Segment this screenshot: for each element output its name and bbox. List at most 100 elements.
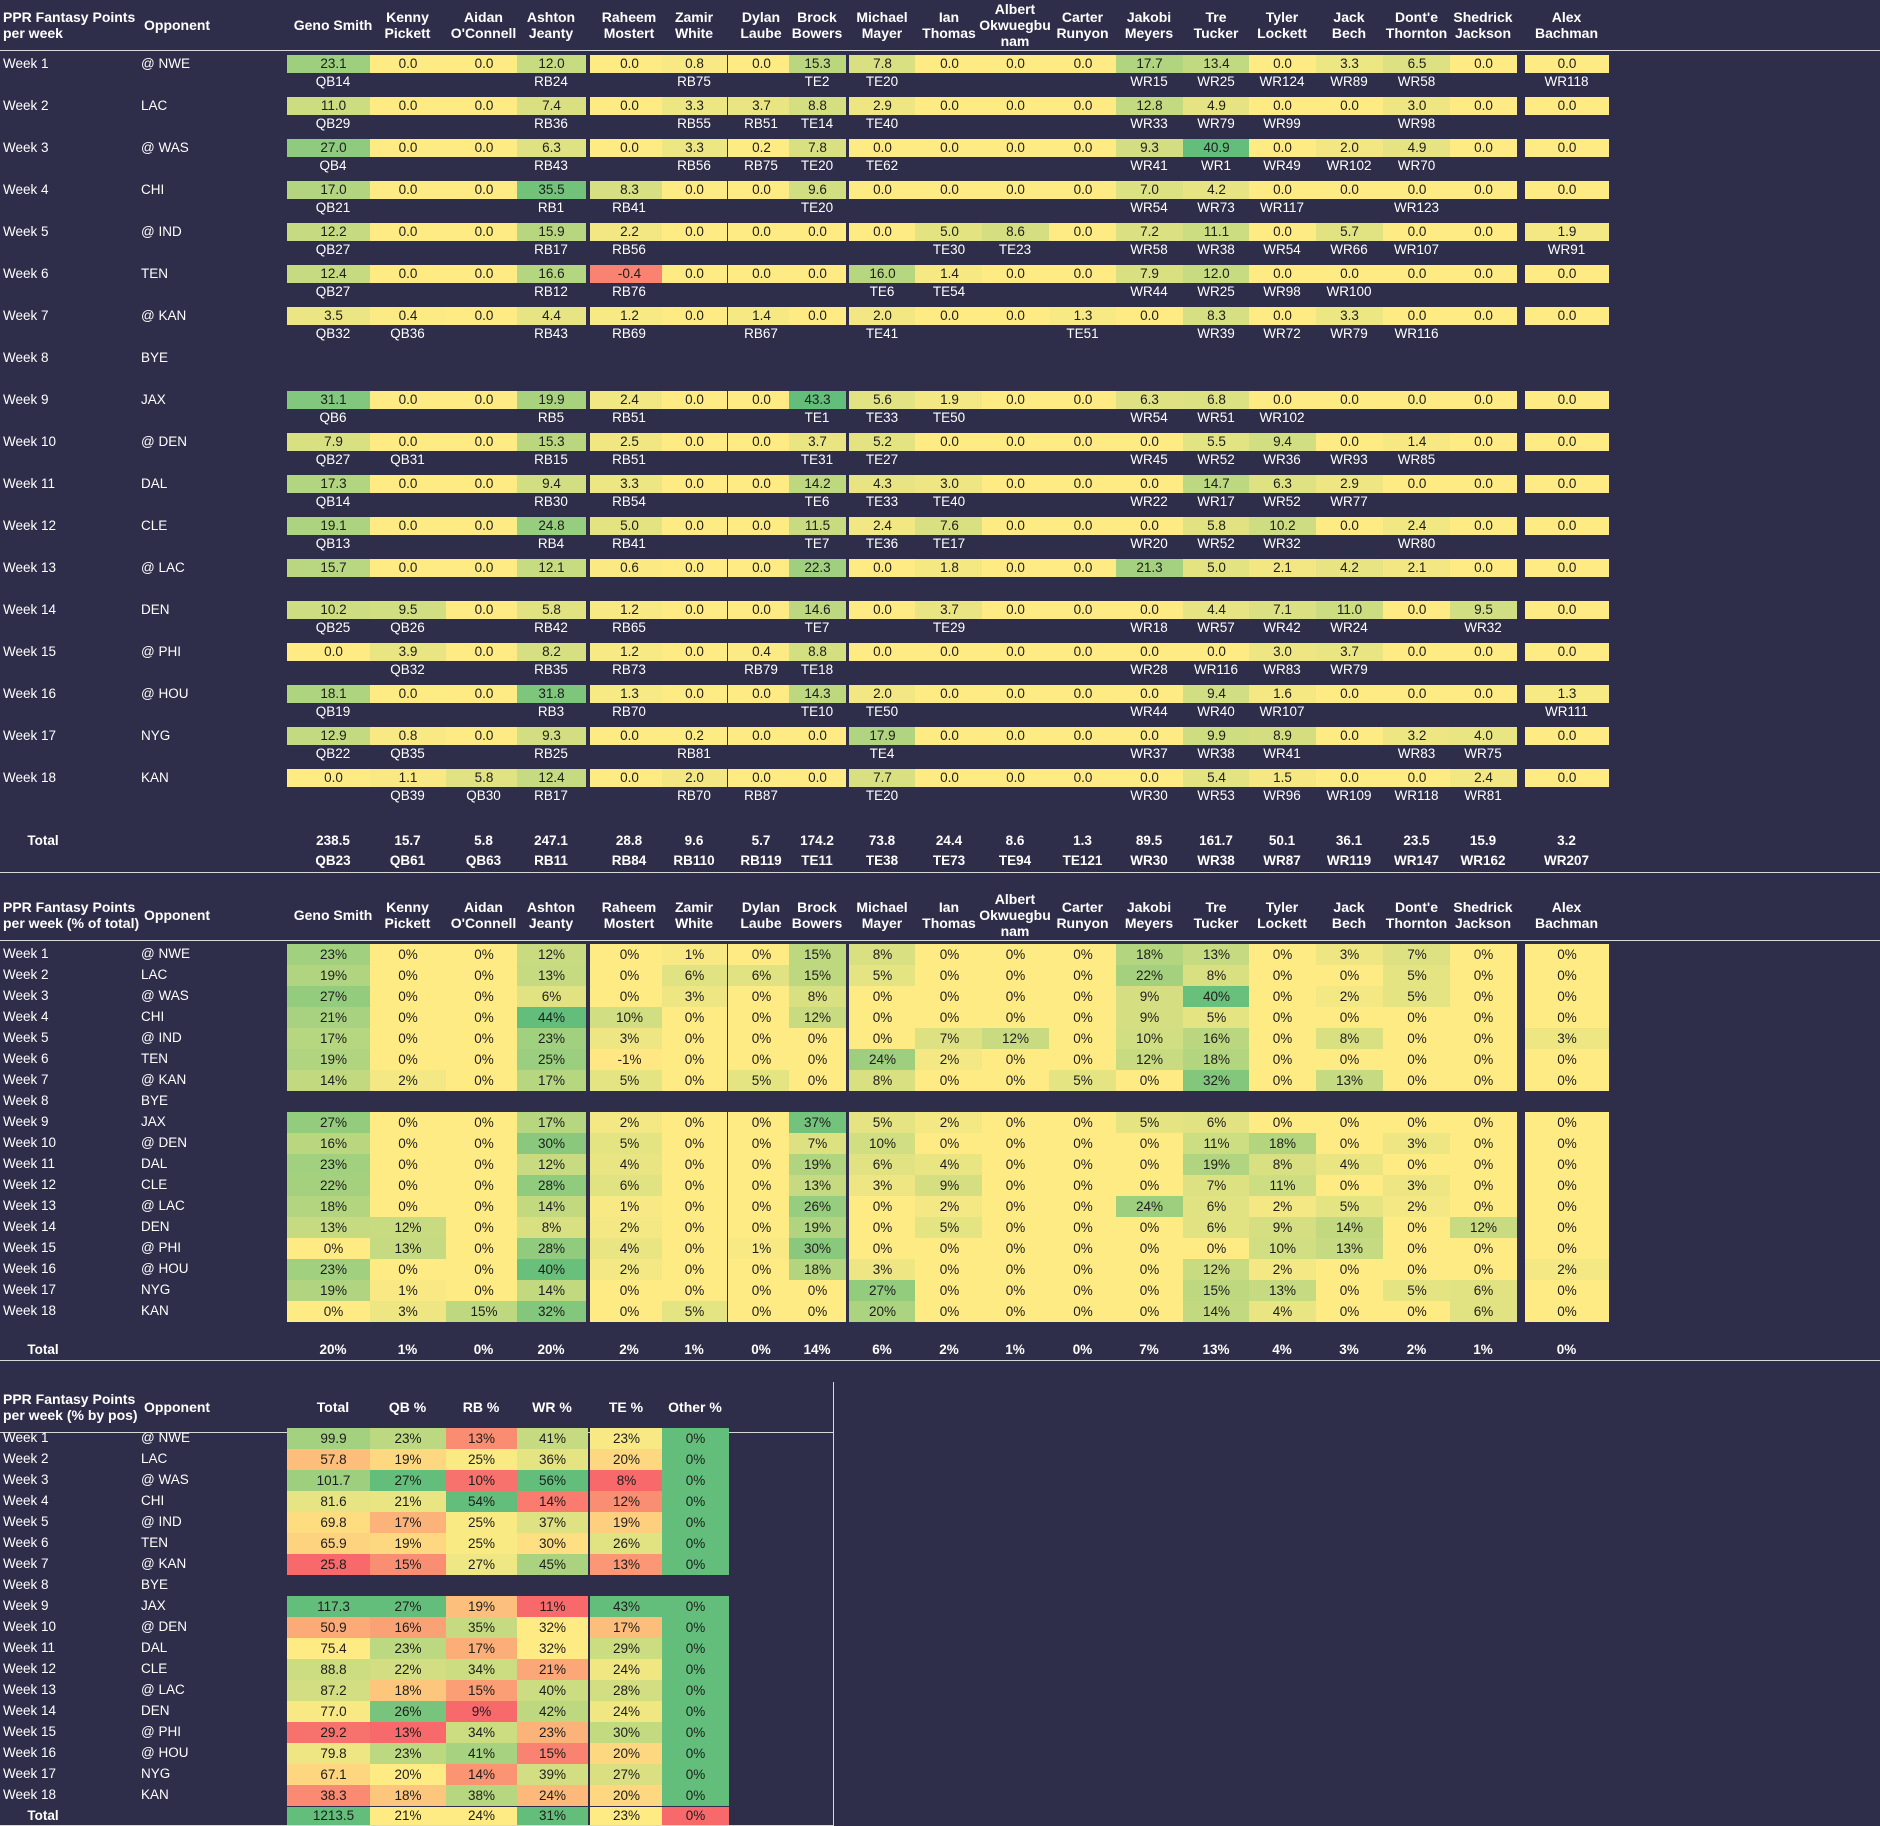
percent-cell: 13% xyxy=(370,1238,446,1259)
points-cell: 2.9 xyxy=(849,97,916,115)
percent-cell: 0% xyxy=(1116,1280,1183,1301)
percent-cell: 10% xyxy=(1116,1028,1183,1049)
points-cell: 8.8 xyxy=(789,97,846,115)
week-label: Week 1 xyxy=(3,1430,49,1445)
points-cell: 3.7 xyxy=(915,601,984,619)
percent-cell: 0% xyxy=(446,1133,522,1154)
percent-cell: 0% xyxy=(370,1175,446,1196)
percent-cell: 0% xyxy=(662,1028,727,1049)
points-cell: 7.4 xyxy=(517,97,586,115)
rank-label: WR53 xyxy=(1197,788,1235,803)
points-cell: 0.0 xyxy=(1049,643,1117,661)
points-cell: 3.7 xyxy=(789,433,846,451)
week-label: Week 17 xyxy=(3,728,57,743)
points-cell: 12.4 xyxy=(287,265,380,283)
percent-cell: 7% xyxy=(789,1133,846,1154)
percent-cell: 0% xyxy=(662,1175,727,1196)
opponent-label: @ NWE xyxy=(141,56,190,71)
points-cell: 0.0 xyxy=(446,517,522,535)
position-percent-cell: 29.2 xyxy=(287,1722,380,1743)
points-cell: 0.0 xyxy=(1525,601,1609,619)
percent-cell: 0% xyxy=(590,986,669,1007)
percent-cell: 6% xyxy=(849,1154,916,1175)
points-cell: 9.5 xyxy=(1450,601,1517,619)
points-cell: 15.3 xyxy=(789,55,846,73)
percent-cell: 0% xyxy=(728,1301,795,1322)
points-cell: 0.0 xyxy=(1116,601,1183,619)
total-cell: 1213.5 xyxy=(287,1807,380,1825)
points-cell: 0.0 xyxy=(1316,433,1383,451)
percent-cell: 0% xyxy=(287,1301,380,1322)
percent-cell: 24% xyxy=(849,1049,916,1070)
rank-label: WR80 xyxy=(1397,536,1436,551)
total-rank: TE11 xyxy=(801,853,833,868)
percent-cell: 24% xyxy=(1116,1196,1183,1217)
points-cell: 0.0 xyxy=(446,97,522,115)
rank-label: RB75 xyxy=(677,74,711,89)
points-cell: 0.0 xyxy=(370,517,446,535)
percent-cell: 0% xyxy=(982,944,1049,965)
position-percent-cell: 27% xyxy=(590,1764,663,1785)
percent-cell: 0% xyxy=(1316,1112,1383,1133)
position-percent-cell: 17% xyxy=(446,1638,517,1659)
percent-cell: 6% xyxy=(1183,1217,1250,1238)
percent-cell: 0% xyxy=(915,1259,984,1280)
points-cell: 2.4 xyxy=(849,517,916,535)
points-cell: 17.0 xyxy=(287,181,380,199)
percent-cell: 0% xyxy=(662,1112,727,1133)
rank-label: WR18 xyxy=(1130,620,1168,635)
points-cell: 5.0 xyxy=(1183,559,1250,577)
week-label: Week 4 xyxy=(3,1009,49,1024)
points-cell: 0.0 xyxy=(370,55,446,73)
points-cell: 11.1 xyxy=(1183,223,1250,241)
rank-label: QB31 xyxy=(390,452,425,467)
column-header: Tyler Lockett xyxy=(1257,899,1307,931)
rank-label: QB30 xyxy=(466,788,501,803)
points-cell: 0.0 xyxy=(1450,685,1517,703)
percent-cell: 16% xyxy=(287,1133,380,1154)
total-label: Total xyxy=(27,833,59,848)
points-cell: 0.0 xyxy=(1383,391,1451,409)
points-cell: 0.0 xyxy=(370,559,446,577)
percent-cell: 0% xyxy=(728,986,795,1007)
position-percent-cell: 21% xyxy=(517,1659,588,1680)
position-percent-cell: 19% xyxy=(370,1449,446,1470)
percent-cell: 0% xyxy=(789,1028,846,1049)
position-percent-cell: 0% xyxy=(662,1785,729,1806)
opponent-label: @ KAN xyxy=(141,1556,187,1571)
rank-label: WR42 xyxy=(1263,620,1301,635)
percent-cell: 5% xyxy=(849,1112,916,1133)
total-percent: 1% xyxy=(684,1342,704,1357)
points-cell: 0.0 xyxy=(1383,223,1451,241)
percent-cell: 0% xyxy=(982,986,1049,1007)
percent-cell: 15% xyxy=(789,944,846,965)
percent-cell: 2% xyxy=(590,1217,669,1238)
percent-cell: 3% xyxy=(1525,1028,1609,1049)
position-percent-cell: 19% xyxy=(370,1533,446,1554)
opponent-label: CHI xyxy=(141,1009,165,1024)
points-cell: 0.0 xyxy=(982,685,1049,703)
rank-label: TE7 xyxy=(804,620,830,635)
percent-cell: 0% xyxy=(915,1070,984,1091)
position-percent-cell: 0% xyxy=(662,1428,729,1449)
points-cell: 5.5 xyxy=(1183,433,1250,451)
points-cell: 1.4 xyxy=(1383,433,1451,451)
rank-label: WR38 xyxy=(1197,242,1235,257)
percent-cell: 19% xyxy=(789,1217,846,1238)
points-cell: 0.0 xyxy=(1383,265,1451,283)
rank-label: RB51 xyxy=(612,410,646,425)
rank-label: RB30 xyxy=(534,494,568,509)
percent-cell: 4% xyxy=(590,1154,669,1175)
points-cell: 0.0 xyxy=(1525,643,1609,661)
percent-cell: 8% xyxy=(1183,965,1250,986)
rank-label: RB51 xyxy=(744,116,778,131)
rank-label: QB19 xyxy=(315,704,351,719)
rank-label: QB22 xyxy=(315,746,351,761)
points-cell: 0.0 xyxy=(590,55,669,73)
position-percent-cell: 0% xyxy=(662,1680,729,1701)
percent-cell: 0% xyxy=(370,986,446,1007)
points-cell: 0.0 xyxy=(1249,265,1316,283)
percent-cell: 8% xyxy=(849,944,916,965)
points-cell: 2.4 xyxy=(1383,517,1451,535)
points-cell: 0.0 xyxy=(1316,769,1383,787)
